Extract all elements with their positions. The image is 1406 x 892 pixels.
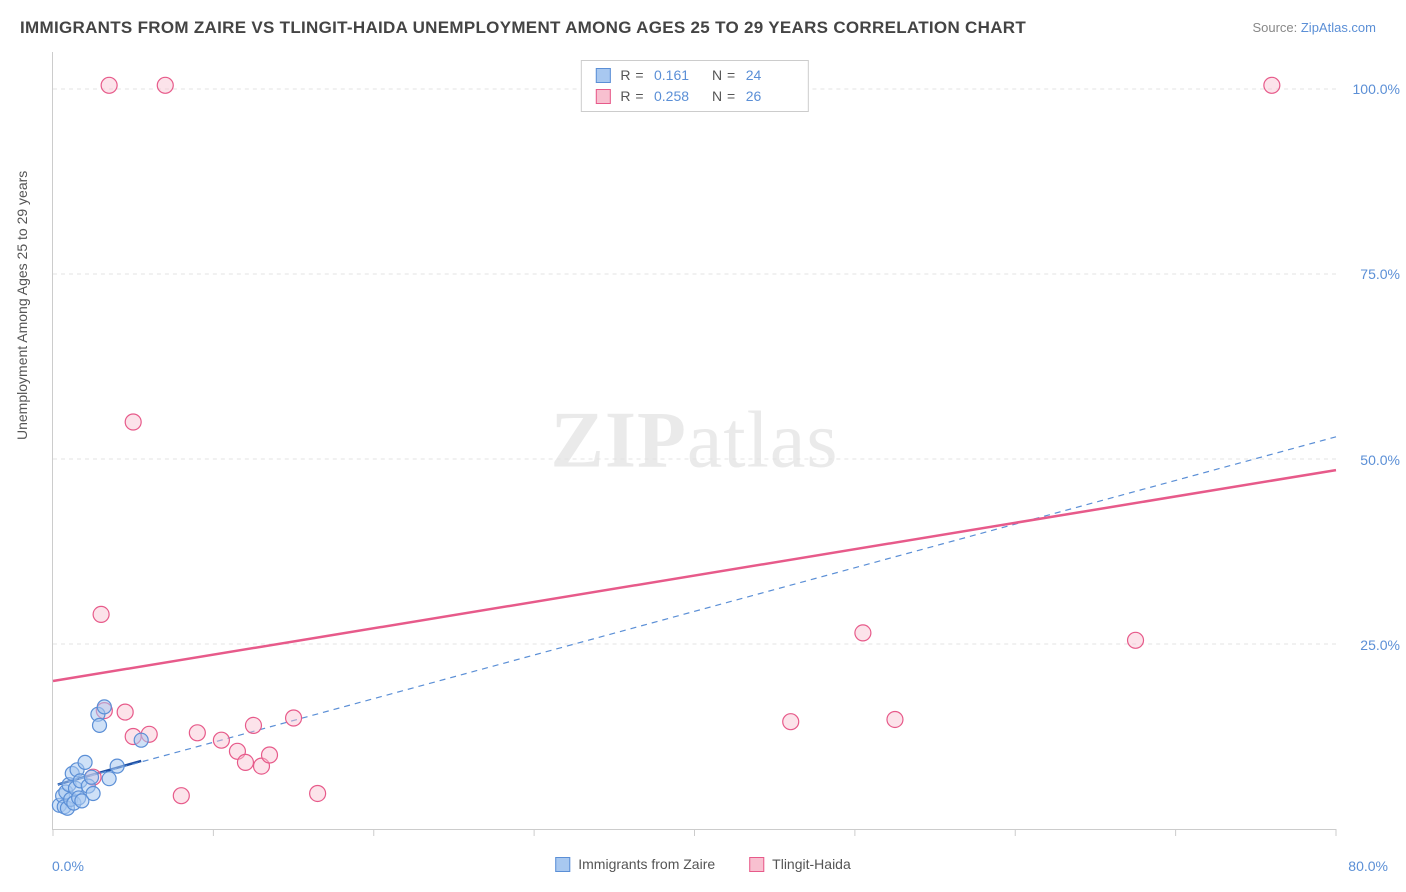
legend-swatch-tlingit-icon [749,857,764,872]
correlation-chart: IMMIGRANTS FROM ZAIRE VS TLINGIT-HAIDA U… [0,0,1406,892]
n-value-zaire: 24 [746,65,794,86]
source-label: Source: [1252,20,1300,35]
x-axis-min-label: 0.0% [52,858,84,874]
y-tick-label: 75.0% [1360,266,1400,282]
r-label: R = [620,65,644,86]
legend-label-zaire: Immigrants from Zaire [578,856,715,872]
n-label: N = [712,86,736,107]
n-value-tlingit: 26 [746,86,794,107]
x-axis-max-label: 80.0% [1348,858,1388,874]
legend-label-tlingit: Tlingit-Haida [772,856,851,872]
plot-svg [53,52,1336,829]
legend-swatch-zaire-icon [555,857,570,872]
plot-area: ZIPatlas R = 0.161 N = 24 R = 0.258 N = [52,52,1336,830]
r-label: R = [620,86,644,107]
r-legend-row: R = 0.258 N = 26 [595,86,793,107]
y-tick-label: 100.0% [1353,81,1400,97]
legend-item-zaire: Immigrants from Zaire [555,856,715,872]
n-label: N = [712,65,736,86]
source-attribution: Source: ZipAtlas.com [1252,20,1376,35]
source-link[interactable]: ZipAtlas.com [1301,20,1376,35]
r-legend-box: R = 0.161 N = 24 R = 0.258 N = 26 [580,60,808,112]
legend-swatch-tlingit [595,89,610,104]
y-tick-label: 50.0% [1360,452,1400,468]
legend-swatch-zaire [595,68,610,83]
chart-title: IMMIGRANTS FROM ZAIRE VS TLINGIT-HAIDA U… [20,18,1026,38]
r-value-tlingit: 0.258 [654,86,702,107]
y-axis-label: Unemployment Among Ages 25 to 29 years [14,171,30,440]
y-tick-label: 25.0% [1360,637,1400,653]
r-value-zaire: 0.161 [654,65,702,86]
legend-item-tlingit: Tlingit-Haida [749,856,851,872]
series-legend: Immigrants from Zaire Tlingit-Haida [555,856,851,872]
r-legend-row: R = 0.161 N = 24 [595,65,793,86]
